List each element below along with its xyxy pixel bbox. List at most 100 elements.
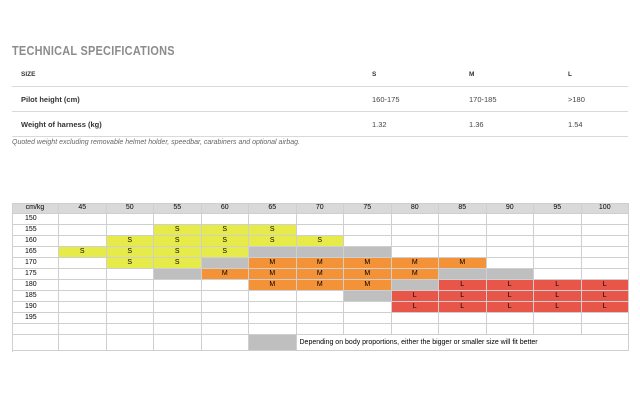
size-cell-s: S xyxy=(201,225,249,236)
height-label: 160 xyxy=(12,236,59,247)
empty-cell xyxy=(486,236,534,247)
size-cell-m: M xyxy=(391,269,439,280)
empty-cell xyxy=(534,258,582,269)
size-cell-l: L xyxy=(391,291,439,302)
empty-cell xyxy=(486,258,534,269)
empty-cell xyxy=(391,214,439,225)
empty-cell xyxy=(534,214,582,225)
empty-cell xyxy=(439,225,487,236)
spec-value: >180 xyxy=(568,86,628,112)
empty-cell xyxy=(534,313,582,324)
empty-cell xyxy=(581,225,629,236)
empty-cell xyxy=(59,258,107,269)
empty-cell xyxy=(581,269,629,280)
size-cell-either xyxy=(201,258,249,269)
size-cell-either xyxy=(154,269,202,280)
empty-cell xyxy=(296,214,344,225)
height-label: 180 xyxy=(12,280,59,291)
empty-cell xyxy=(201,291,249,302)
size-cell-either xyxy=(296,247,344,258)
size-cell-m: M xyxy=(249,258,297,269)
spec-value: 160-175 xyxy=(372,86,469,112)
empty-cell xyxy=(344,214,392,225)
spec-header-label: SIZE xyxy=(12,62,372,87)
size-cell-m: M xyxy=(201,269,249,280)
empty-cell xyxy=(391,225,439,236)
size-chart-grid: cm/kg 45 50 55 60 65 70 75 80 85 90 95 100 150 155 S S S 1… xyxy=(12,203,629,352)
empty-cell xyxy=(249,313,297,324)
empty-cell xyxy=(391,247,439,258)
size-cell-either xyxy=(344,291,392,302)
weight-header: 70 xyxy=(296,203,344,214)
spacer-cell xyxy=(201,324,249,335)
empty-cell xyxy=(581,313,629,324)
size-cell-s: S xyxy=(154,225,202,236)
spec-header-size-m: M xyxy=(469,62,568,87)
size-cell-s: S xyxy=(106,258,154,269)
size-cell-l: L xyxy=(534,280,582,291)
empty-cell xyxy=(439,247,487,258)
empty-cell xyxy=(59,214,107,225)
spec-table: SIZE S M L Pilot height (cm) 160-175 170… xyxy=(12,62,628,137)
empty-cell xyxy=(391,313,439,324)
size-cell-m: M xyxy=(249,269,297,280)
size-cell-l: L xyxy=(391,302,439,313)
weight-header: 80 xyxy=(391,203,439,214)
empty-cell xyxy=(581,236,629,247)
empty-cell xyxy=(486,247,534,258)
empty-cell xyxy=(59,291,107,302)
size-cell-m: M xyxy=(249,280,297,291)
size-cell-l: L xyxy=(486,302,534,313)
size-cell-s: S xyxy=(249,236,297,247)
weight-header: 55 xyxy=(154,203,202,214)
size-cell-s: S xyxy=(154,258,202,269)
empty-cell xyxy=(296,291,344,302)
empty-cell xyxy=(59,269,107,280)
empty-cell xyxy=(486,313,534,324)
weight-header: 50 xyxy=(106,203,154,214)
empty-cell xyxy=(534,269,582,280)
spec-row-harness-weight: Weight of harness (kg) 1.32 1.36 1.54 xyxy=(12,111,628,137)
spacer-cell xyxy=(439,324,487,335)
height-label: 190 xyxy=(12,302,59,313)
empty-cell xyxy=(344,225,392,236)
weight-footnote: Quoted weight excluding removable helmet… xyxy=(12,139,300,146)
size-cell-s: S xyxy=(249,225,297,236)
legend-spacer xyxy=(154,335,202,351)
size-cell-l: L xyxy=(581,291,629,302)
size-cell-l: L xyxy=(534,291,582,302)
empty-cell xyxy=(249,214,297,225)
size-cell-either xyxy=(439,269,487,280)
legend-spacer xyxy=(106,335,154,351)
empty-cell xyxy=(59,302,107,313)
legend-swatch xyxy=(249,335,297,351)
empty-cell xyxy=(486,225,534,236)
weight-header: 95 xyxy=(534,203,582,214)
empty-cell xyxy=(59,280,107,291)
size-cell-either xyxy=(344,247,392,258)
spacer-cell xyxy=(12,324,59,335)
size-cell-m: M xyxy=(439,258,487,269)
legend-spacer xyxy=(201,335,249,351)
empty-cell xyxy=(106,214,154,225)
weight-header: 100 xyxy=(581,203,629,214)
weight-header: 65 xyxy=(249,203,297,214)
page-title: TECHNICAL SPECIFICATIONS xyxy=(12,43,175,58)
size-cell-m: M xyxy=(344,269,392,280)
empty-cell xyxy=(486,214,534,225)
spec-value: 1.36 xyxy=(469,111,568,137)
height-label: 185 xyxy=(12,291,59,302)
empty-cell xyxy=(154,302,202,313)
spec-row-pilot-height: Pilot height (cm) 160-175 170-185 >180 xyxy=(12,86,628,112)
size-cell-s: S xyxy=(106,247,154,258)
empty-cell xyxy=(296,313,344,324)
size-cell-m: M xyxy=(344,280,392,291)
spec-value: 170-185 xyxy=(469,86,568,112)
empty-cell xyxy=(581,214,629,225)
size-cell-m: M xyxy=(344,258,392,269)
empty-cell xyxy=(296,225,344,236)
spacer-cell xyxy=(534,324,582,335)
empty-cell xyxy=(106,313,154,324)
empty-cell xyxy=(59,236,107,247)
size-cell-l: L xyxy=(486,280,534,291)
